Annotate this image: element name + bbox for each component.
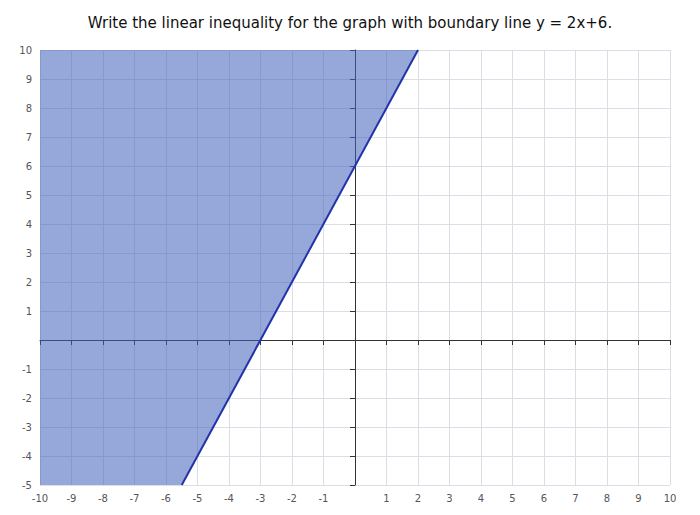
svg-text:-3: -3 (256, 493, 266, 504)
svg-text:4: 4 (478, 493, 484, 504)
svg-text:-7: -7 (130, 493, 140, 504)
svg-text:-1: -1 (319, 493, 329, 504)
svg-text:5: 5 (509, 493, 515, 504)
svg-text:7: 7 (26, 132, 32, 143)
svg-text:4: 4 (26, 219, 32, 230)
svg-text:9: 9 (635, 493, 641, 504)
svg-text:-4: -4 (22, 451, 32, 462)
svg-text:-5: -5 (22, 480, 32, 491)
svg-text:3: 3 (26, 248, 32, 259)
svg-text:-8: -8 (98, 493, 108, 504)
svg-text:8: 8 (26, 103, 32, 114)
svg-text:2: 2 (415, 493, 421, 504)
svg-text:-1: -1 (22, 364, 32, 375)
svg-text:-5: -5 (193, 493, 203, 504)
svg-text:5: 5 (26, 190, 32, 201)
svg-text:7: 7 (572, 493, 578, 504)
svg-text:1: 1 (383, 493, 389, 504)
svg-text:9: 9 (26, 74, 32, 85)
svg-text:-2: -2 (22, 393, 32, 404)
svg-text:10: 10 (19, 45, 32, 56)
svg-text:10: 10 (664, 493, 677, 504)
svg-text:-6: -6 (161, 493, 171, 504)
svg-text:6: 6 (26, 161, 32, 172)
svg-text:-4: -4 (224, 493, 234, 504)
svg-text:2: 2 (26, 277, 32, 288)
svg-text:3: 3 (446, 493, 452, 504)
svg-text:-2: -2 (287, 493, 297, 504)
svg-text:6: 6 (541, 493, 547, 504)
svg-text:-10: -10 (32, 493, 48, 504)
svg-text:1: 1 (26, 306, 32, 317)
svg-text:-9: -9 (67, 493, 77, 504)
svg-text:8: 8 (604, 493, 610, 504)
svg-text:Write the linear inequality fo: Write the linear inequality for the grap… (88, 14, 612, 32)
svg-text:-3: -3 (22, 422, 32, 433)
